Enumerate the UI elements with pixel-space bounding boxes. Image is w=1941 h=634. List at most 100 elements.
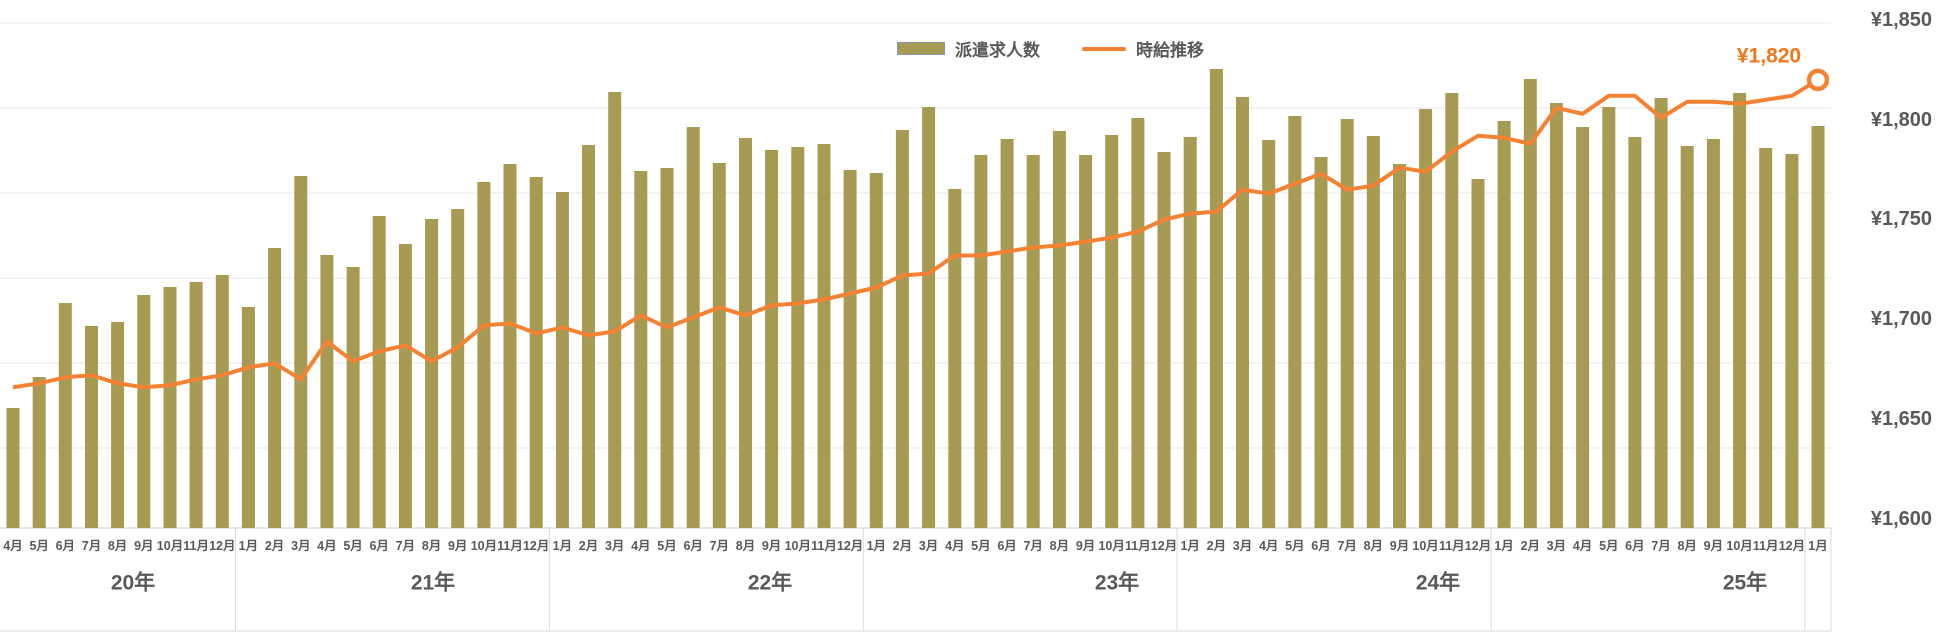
month-label: 11月 (497, 539, 523, 553)
month-label: 1月 (1494, 539, 1513, 553)
month-label: 9月 (1076, 539, 1095, 553)
month-label: 12月 (837, 539, 863, 553)
year-label: 25年 (1723, 571, 1767, 595)
bar (1445, 93, 1459, 528)
bar (85, 326, 98, 528)
month-label: 3月 (1233, 539, 1252, 553)
bar (791, 147, 805, 528)
bar (1576, 127, 1590, 528)
bar (1262, 140, 1276, 528)
month-label: 9月 (1704, 539, 1723, 553)
month-label: 9月 (134, 539, 153, 553)
month-label: 5月 (343, 539, 362, 553)
month-label: 8月 (108, 539, 127, 553)
bar (1393, 164, 1406, 528)
year-label: 20年 (111, 571, 155, 595)
month-label: 12月 (1151, 539, 1177, 553)
bar (1131, 118, 1145, 528)
month-label: 1月 (1180, 539, 1199, 553)
month-label: 7月 (1651, 539, 1670, 553)
month-label: 6月 (683, 539, 702, 553)
month-label: 4月 (1573, 539, 1592, 553)
bar (477, 182, 491, 528)
bar (32, 377, 46, 528)
y-axis-label: ¥1,750 (1871, 208, 1932, 230)
month-label: 7月 (710, 539, 729, 553)
bar (1105, 135, 1119, 528)
year-label: 24年 (1416, 571, 1460, 595)
month-label: 8月 (736, 539, 755, 553)
bar (1654, 98, 1668, 528)
bar (1471, 179, 1485, 528)
bar (765, 150, 779, 528)
bar (1759, 148, 1773, 528)
month-label: 4月 (3, 539, 22, 553)
month-label: 6月 (56, 539, 75, 553)
month-label: 1月 (1808, 539, 1827, 553)
month-label: 9月 (762, 539, 781, 553)
month-label: 5月 (1599, 539, 1618, 553)
bar (451, 209, 465, 528)
bar (1314, 157, 1328, 528)
year-label: 22年 (748, 571, 792, 595)
month-label: 10月 (785, 539, 811, 553)
wage-annotation: ¥1,820 (1737, 45, 1801, 68)
line-legend-swatch-icon (1082, 46, 1126, 51)
y-axis-label: ¥1,800 (1871, 109, 1932, 131)
month-label: 11月 (1125, 539, 1151, 553)
bar (1209, 69, 1223, 528)
bar (1026, 155, 1040, 528)
bar (241, 307, 255, 528)
bar (1680, 146, 1694, 528)
bar (1785, 154, 1799, 528)
bar (294, 176, 308, 528)
month-label: 1月 (867, 539, 886, 553)
month-label: 5月 (1285, 539, 1304, 553)
bar (1183, 137, 1197, 528)
bar (425, 219, 439, 528)
bar-legend-swatch-icon (897, 42, 945, 55)
month-label: 9月 (448, 539, 467, 553)
month-label: 6月 (369, 539, 388, 553)
month-label: 5月 (971, 539, 990, 553)
month-label: 10月 (1726, 539, 1752, 553)
month-label: 2月 (1207, 539, 1226, 553)
bar (1811, 126, 1825, 528)
month-label: 9月 (1390, 539, 1409, 553)
bar (869, 173, 883, 528)
month-label: 3月 (1547, 539, 1566, 553)
year-label: 23年 (1095, 571, 1139, 595)
bar (1079, 155, 1093, 528)
bar (634, 171, 648, 528)
bar (1052, 131, 1066, 528)
month-label: 3月 (291, 539, 310, 553)
month-label: 5月 (657, 539, 676, 553)
line-legend-label: 時給推移 (1136, 41, 1204, 60)
bar (6, 408, 20, 528)
bar (1419, 109, 1433, 528)
month-label: 11月 (811, 539, 837, 553)
month-label: 12月 (209, 539, 235, 553)
month-label: 8月 (1677, 539, 1696, 553)
month-label: 12月 (1465, 539, 1491, 553)
month-label: 2月 (893, 539, 912, 553)
bar (817, 144, 831, 528)
month-label: 1月 (239, 539, 258, 553)
bar (739, 138, 752, 528)
bar (1497, 121, 1511, 528)
bar (1602, 107, 1616, 528)
month-label: 10月 (471, 539, 497, 553)
bar (215, 275, 229, 528)
month-label: 12月 (523, 539, 549, 553)
bar (1706, 139, 1720, 528)
month-label: 7月 (396, 539, 415, 553)
bar (58, 303, 72, 528)
bar (922, 107, 936, 528)
bar (974, 155, 988, 528)
month-label: 7月 (82, 539, 101, 553)
month-label: 6月 (1311, 539, 1330, 553)
month-label: 7月 (1337, 539, 1356, 553)
y-axis-label: ¥1,850 (1871, 9, 1932, 31)
bar (686, 127, 700, 528)
